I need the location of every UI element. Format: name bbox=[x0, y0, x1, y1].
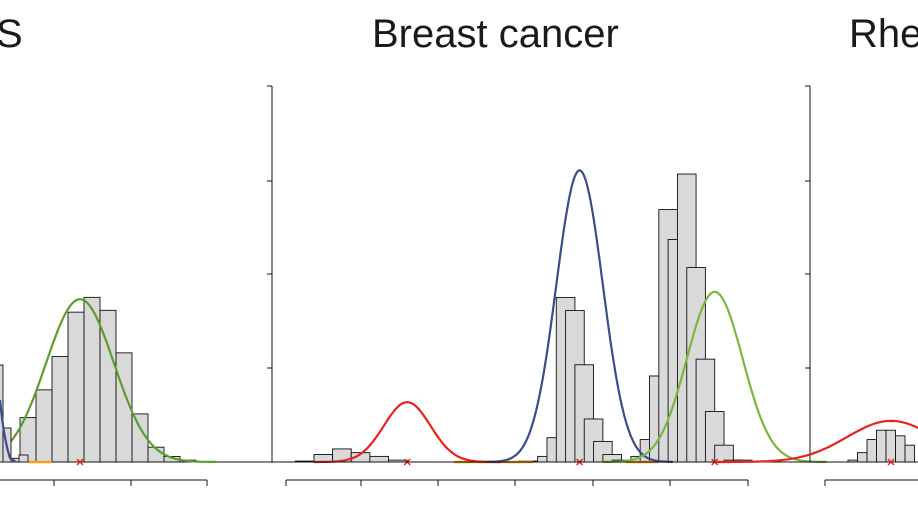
mean-marker bbox=[887, 458, 895, 466]
left-panel-title: S bbox=[0, 12, 23, 56]
fitted-curve bbox=[314, 401, 501, 464]
histogram-bar bbox=[18, 454, 29, 463]
histogram-bar bbox=[876, 429, 887, 463]
histogram-bar bbox=[67, 311, 85, 463]
histogram-bar bbox=[51, 356, 69, 463]
histogram-bar bbox=[35, 389, 53, 463]
right-panel-title: Rhe bbox=[849, 12, 918, 56]
mean-marker bbox=[76, 458, 84, 466]
fitted-curve bbox=[0, 298, 216, 463]
fitted-curve bbox=[715, 419, 918, 464]
chart-title: Breast cancer bbox=[372, 12, 619, 56]
histogram-bar bbox=[866, 439, 877, 463]
histogram-bar bbox=[885, 429, 896, 463]
histogram-bar bbox=[369, 455, 389, 463]
fitted-curve bbox=[0, 399, 17, 463]
histogram-bar bbox=[895, 435, 906, 463]
fitted-curve bbox=[602, 290, 827, 463]
fitted-curve bbox=[486, 169, 673, 463]
histogram-bar bbox=[904, 444, 915, 463]
histogram-bar bbox=[857, 452, 868, 463]
